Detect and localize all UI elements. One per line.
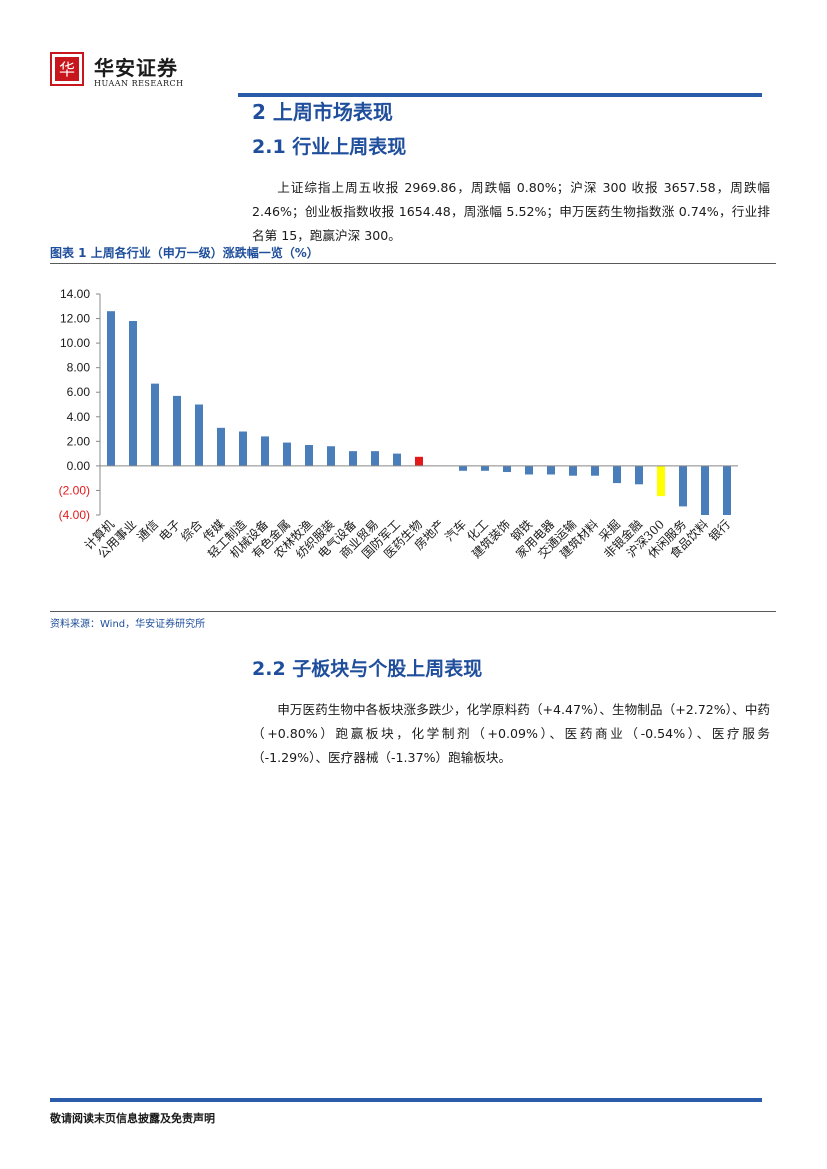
y-tick-label: (4.00) [59,508,90,522]
bar-26 [657,465,665,497]
bar-3 [151,383,159,466]
company-logo: 华 华安证券 HUAAN RESEARCH [50,52,200,90]
bar-5 [195,404,203,466]
y-tick-label: 12.00 [60,312,90,326]
figure-title: 图表 1 上周各行业（申万一级）涨跌幅一览（%） [50,246,319,260]
bar-10 [305,445,313,466]
y-tick-label: (2.00) [59,483,90,497]
bar-6 [217,427,225,466]
bar-28 [701,465,709,515]
bar-19 [503,465,511,473]
subsection-title-industry: 2.1 行业上周表现 [252,136,407,158]
y-tick-label: 10.00 [60,336,90,350]
industry-bar-chart: 14.00 12.00 10.00 8.00 6.00 4.00 2.00 0.00 (2.00… [59,287,738,561]
subsection-title-subsector: 2.2 子板块与个股上周表现 [252,658,483,680]
bar-27 [679,465,687,507]
bar-20 [525,465,533,475]
bar-23 [591,465,599,476]
bar-11 [327,446,335,466]
bar-21 [547,465,555,475]
x-tick-label: 汽车 [442,517,470,545]
bar-2 [129,321,137,466]
seal-char: 华 [59,60,75,79]
x-tick-label: 银行 [706,517,733,544]
bar-13 [371,451,379,466]
paragraph-subsector-summary: 申万医药生物中各板块涨多跌少，化学原料药（+4.47%）、生物制品（+2.72%… [252,702,770,765]
x-tick-label: 综合 [178,517,206,545]
bar-24 [613,465,621,484]
bar-25 [635,465,643,485]
footer-disclaimer: 敬请阅读末页信息披露及免责声明 [50,1112,215,1125]
bar-1 [107,311,115,466]
figure-top-rule [50,263,776,264]
bar-22 [569,465,577,476]
header-rule [238,93,762,97]
bar-15 [415,456,423,466]
bar-7 [239,431,247,466]
y-tick-label: 6.00 [67,385,91,399]
y-tick-label: 8.00 [67,361,91,375]
x-tick-label: 电子 [156,517,183,544]
y-tick-label: 14.00 [60,287,90,301]
logo-english-name: HUAAN RESEARCH [94,79,184,88]
bar-18 [481,465,489,471]
bar-4 [173,395,181,466]
bar-8 [261,436,269,466]
figure-bottom-rule [50,611,776,612]
y-tick-label: 4.00 [67,410,91,424]
bar-9 [283,442,291,466]
y-tick-label: 2.00 [67,434,91,448]
footer-rule [50,1098,762,1102]
bar-17 [459,465,467,471]
x-tick-label: 通信 [134,517,161,544]
logo-chinese-name: 华安证券 [94,56,178,80]
y-tick-label: 0.00 [67,459,91,473]
section-title: 2 上周市场表现 [252,100,393,124]
bar-14 [393,453,401,466]
bar-12 [349,451,357,466]
bar-29 [723,465,731,515]
paragraph-market-summary: 上证综指上周五收报 2969.86，周跌幅 0.80%；沪深 300 收报 36… [252,180,770,243]
figure-source: 资料来源：Wind，华安证券研究所 [50,619,206,630]
seal-icon: 华 [50,52,84,86]
